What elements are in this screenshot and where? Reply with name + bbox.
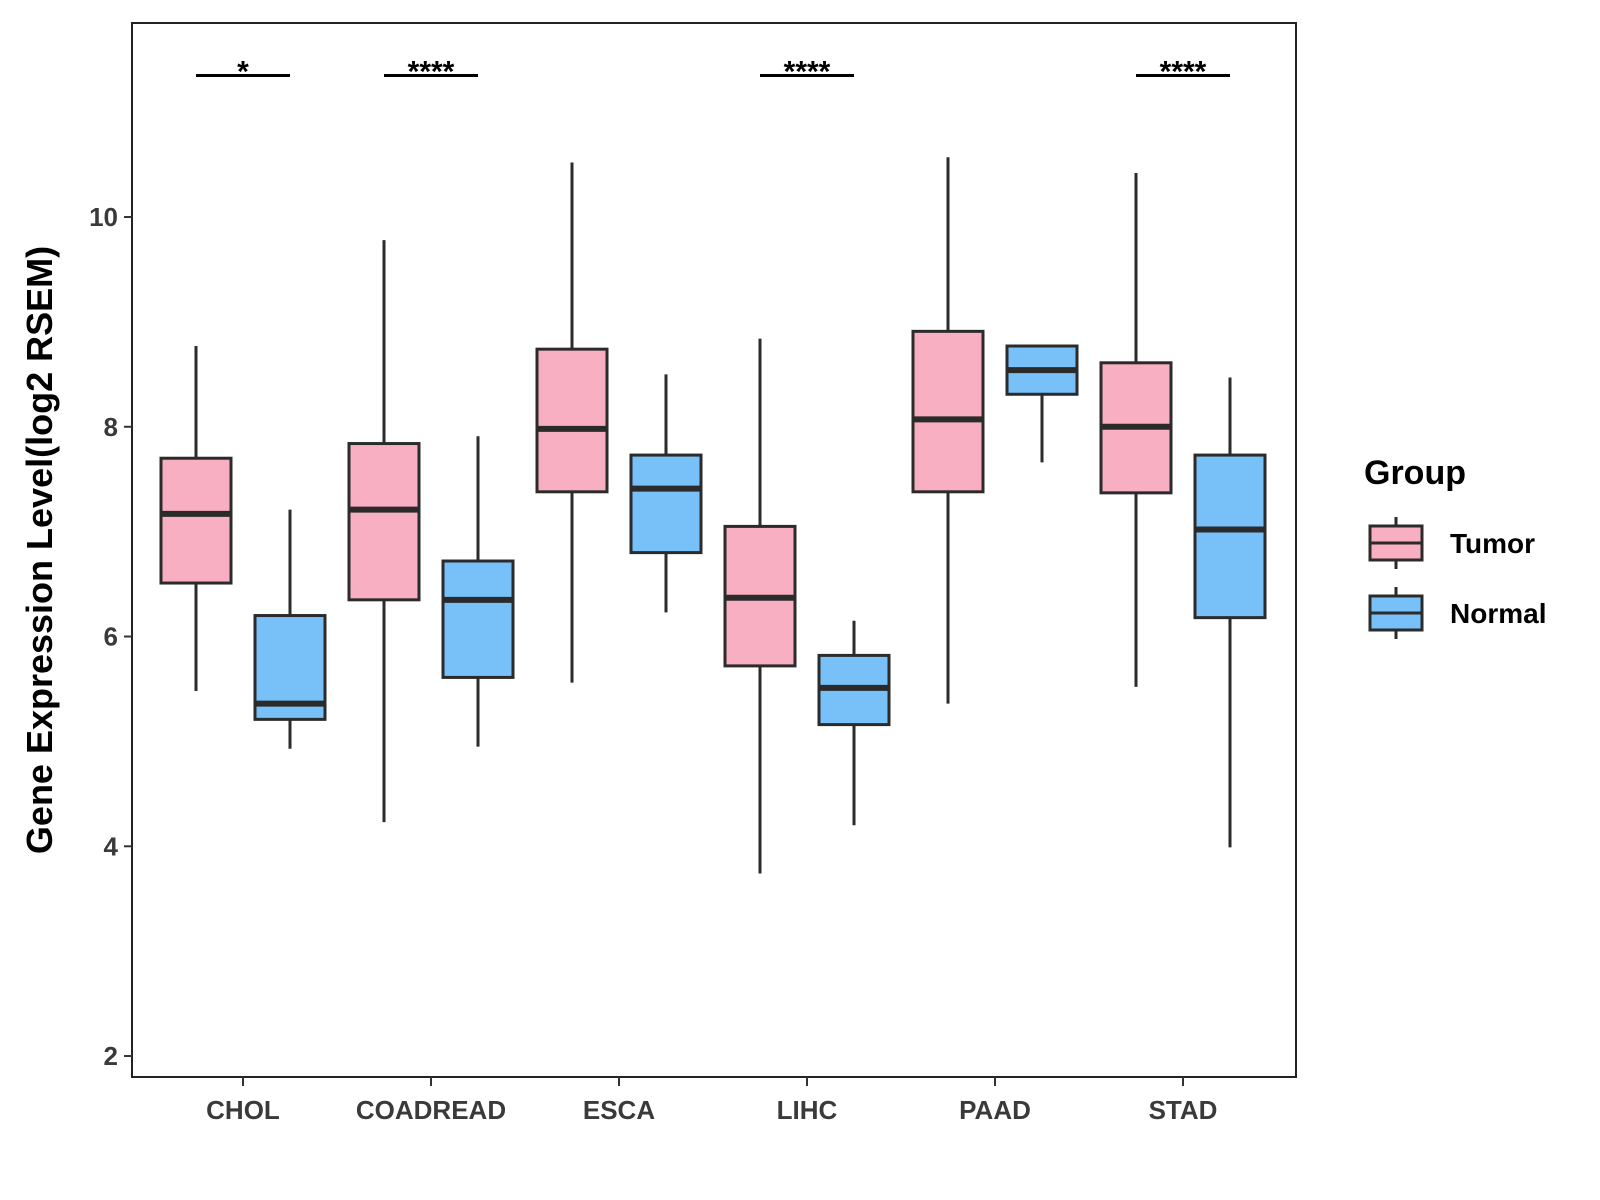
significance-chol: *: [196, 55, 290, 88]
box-normal-lihc: [817, 620, 891, 826]
box-iqr: [629, 453, 703, 555]
significance-label: ****: [1160, 55, 1207, 88]
legend-item-tumor: Tumor: [1368, 517, 1535, 569]
y-tick-label: 2: [104, 1041, 118, 1071]
box-tumor-chol: [159, 346, 233, 692]
box-iqr: [911, 329, 985, 494]
box-tumor-esca: [535, 162, 609, 683]
y-tick-label: 6: [104, 622, 118, 652]
box-normal-paad: [1005, 344, 1079, 463]
legend-entries: Tumor Normal: [1368, 517, 1546, 639]
box-normal-coadread: [441, 436, 515, 747]
box-iqr: [441, 559, 515, 679]
legend: Group Tumor Normal: [1364, 454, 1546, 639]
box-normal-esca: [629, 374, 703, 613]
x-axis: CHOL COADREAD ESCA LIHC PAAD STAD: [206, 1077, 1217, 1125]
y-axis-title: Gene Expression Level(log2 RSEM): [19, 246, 60, 854]
legend-label: Normal: [1450, 598, 1546, 629]
significance-lihc: ****: [760, 55, 854, 88]
legend-label: Tumor: [1450, 528, 1535, 559]
x-tick-label: STAD: [1149, 1095, 1218, 1125]
box-iqr: [159, 456, 233, 585]
x-tick-label: COADREAD: [356, 1095, 506, 1125]
significance-label: *: [237, 55, 249, 88]
y-tick-label: 10: [89, 202, 118, 232]
legend-item-normal: Normal: [1368, 587, 1546, 639]
y-axis: 2 4 6 8 10: [89, 202, 132, 1071]
box-iqr: [535, 347, 609, 494]
significance-coadread: ****: [384, 55, 478, 88]
box-iqr: [1193, 453, 1267, 620]
plot-panel-border: [131, 22, 1297, 1078]
x-tick-label: CHOL: [206, 1095, 280, 1125]
x-tick-label: PAAD: [959, 1095, 1031, 1125]
box-tumor-paad: [911, 157, 985, 704]
box-iqr: [347, 442, 421, 602]
box-tumor-stad: [1099, 172, 1173, 687]
significance-label: ****: [408, 55, 455, 88]
significance-layer: * **** **** ****: [196, 55, 1230, 88]
box-tumor-coadread: [347, 240, 421, 823]
x-tick-label: ESCA: [583, 1095, 655, 1125]
box-normal-stad: [1193, 377, 1267, 848]
legend-title: Group: [1364, 454, 1466, 492]
y-tick-label: 8: [104, 412, 118, 442]
x-tick-label: LIHC: [777, 1095, 838, 1125]
box-normal-chol: [253, 509, 327, 749]
box-tumor-lihc: [723, 338, 797, 874]
boxes-layer: [159, 157, 1267, 874]
significance-label: ****: [784, 55, 831, 88]
y-tick-label: 4: [104, 831, 119, 861]
significance-stad: ****: [1136, 55, 1230, 88]
